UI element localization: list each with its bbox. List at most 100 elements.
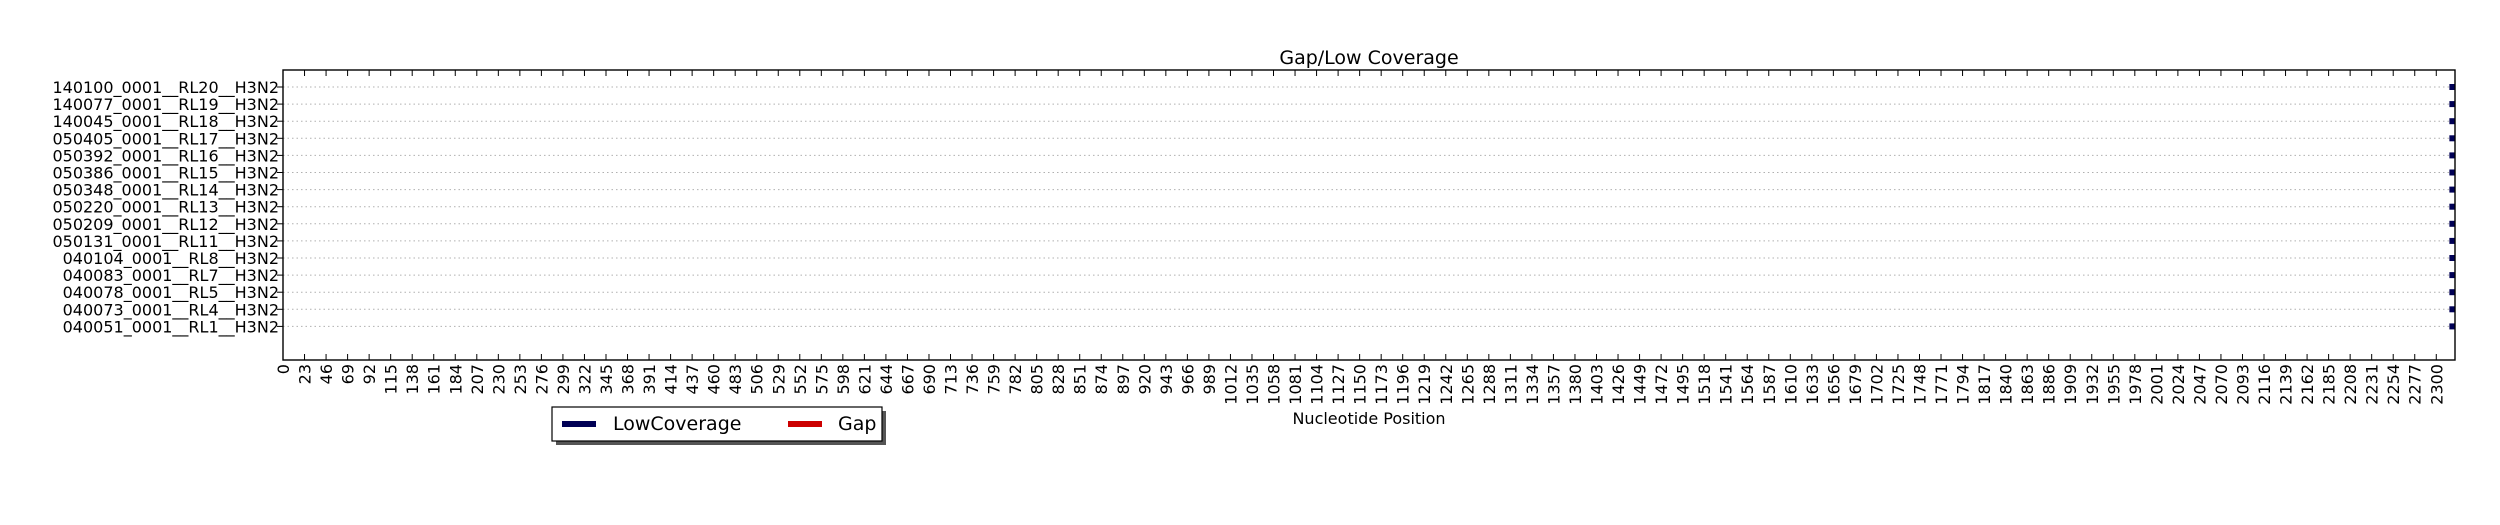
coverage-bars <box>2449 84 2455 330</box>
x-tick-label: 1564 <box>1738 364 1757 405</box>
x-tick-label: 46 <box>317 364 336 384</box>
x-tick-label: 1242 <box>1437 364 1456 405</box>
x-tick-label: 1495 <box>1674 364 1693 405</box>
x-tick-label: 1817 <box>1975 364 1994 405</box>
coverage-bar <box>2449 255 2455 261</box>
x-tick-label: 1978 <box>2126 364 2145 405</box>
x-tick-label: 529 <box>769 364 788 395</box>
x-tick-label: 115 <box>382 364 401 395</box>
x-tick-label: 414 <box>662 364 681 395</box>
x-tick-label: 1012 <box>1221 364 1240 405</box>
x-tick-label: 2185 <box>2320 364 2339 405</box>
sample-label: 050386_0001__RL15__H3N2 <box>52 164 279 184</box>
grid-lines <box>283 86 2455 327</box>
x-tick-label: 966 <box>1178 364 1197 395</box>
x-tick-label: 575 <box>812 364 831 395</box>
coverage-bar <box>2449 306 2455 313</box>
x-tick-label: 368 <box>619 364 638 395</box>
coverage-bar <box>2449 220 2455 227</box>
x-tick-label: 667 <box>898 364 917 395</box>
x-tick-label: 920 <box>1135 364 1154 395</box>
sample-label: 140100_0001__RL20__H3N2 <box>52 78 279 98</box>
x-tick-label: 552 <box>791 364 810 395</box>
x-tick-label: 782 <box>1006 364 1025 395</box>
x-tick-label: 1932 <box>2083 364 2102 405</box>
x-tick-label: 345 <box>597 364 616 395</box>
x-tick-label: 92 <box>360 364 379 384</box>
x-tick-label: 1035 <box>1243 364 1262 405</box>
coverage-bar <box>2449 289 2455 296</box>
x-axis-label: Nucleotide Position <box>1292 409 1445 428</box>
x-tick-label: 2116 <box>2255 364 2274 405</box>
x-tick-label: 1840 <box>1997 364 2016 405</box>
coverage-bar <box>2449 152 2455 159</box>
coverage-bar <box>2449 272 2455 279</box>
sample-label: 050348_0001__RL14__H3N2 <box>52 181 279 201</box>
x-tick-label: 2231 <box>2363 364 2382 405</box>
coverage-bar <box>2449 186 2455 193</box>
x-tick-label: 1150 <box>1351 364 1370 405</box>
x-tick-label: 1633 <box>1803 364 1822 405</box>
x-tick-label: 2277 <box>2406 364 2425 405</box>
x-tick-label: 759 <box>985 364 1004 395</box>
x-tick-label: 207 <box>468 364 487 395</box>
x-tick-label: 69 <box>339 364 358 384</box>
x-tick-label: 1265 <box>1458 364 1477 405</box>
sample-label: 050131_0001__RL11__H3N2 <box>52 232 279 252</box>
x-tick-label: 2070 <box>2212 364 2231 405</box>
x-tick-label: 2093 <box>2233 364 2252 405</box>
x-tick-label: 690 <box>920 364 939 395</box>
sample-label: 040078_0001__RL5__H3N2 <box>63 283 279 303</box>
x-tick-label: 1771 <box>1932 364 1951 405</box>
legend-label-lowcoverage: LowCoverage <box>613 413 741 435</box>
sample-label: 040104_0001__RL8__H3N2 <box>63 249 279 269</box>
x-tick-label: 1541 <box>1717 364 1736 405</box>
x-tick-label: 161 <box>425 364 444 395</box>
x-tick-label: 483 <box>726 364 745 395</box>
x-tick-label: 2139 <box>2277 364 2296 405</box>
x-tick-label: 437 <box>683 364 702 395</box>
x-tick-label: 1311 <box>1501 364 1520 405</box>
x-tick-label: 897 <box>1114 364 1133 395</box>
coverage-bar <box>2449 323 2455 330</box>
x-tick-label: 2001 <box>2147 364 2166 405</box>
legend-label-gap: Gap <box>838 413 876 435</box>
legend-box <box>551 406 883 442</box>
x-tick-label: 230 <box>489 364 508 395</box>
x-tick-label: 460 <box>705 364 724 395</box>
x-tick-label: 828 <box>1049 364 1068 395</box>
x-tick-label: 1219 <box>1415 364 1434 405</box>
x-tick-label: 1909 <box>2061 364 2080 405</box>
x-tick-label: 1334 <box>1523 364 1542 405</box>
x-tick-label: 2047 <box>2190 364 2209 405</box>
x-tick-label: 2300 <box>2427 364 2446 405</box>
x-tick-label: 1679 <box>1846 364 1865 405</box>
x-tick-label: 1173 <box>1372 364 1391 405</box>
plot-area <box>282 69 2456 361</box>
x-axis-ticks: 0 23 46 69 92 115 138 161 184 207 230 253 276 299 322 3… <box>274 70 2446 405</box>
x-tick-label: 1863 <box>2018 364 2037 405</box>
x-tick-label: 276 <box>532 364 551 395</box>
x-tick-label: 943 <box>1157 364 1176 395</box>
x-tick-label: 989 <box>1200 364 1219 395</box>
sample-label: 040073_0001__RL4__H3N2 <box>63 300 279 320</box>
legend: LowCoverage Gap <box>551 406 886 445</box>
x-tick-label: 322 <box>575 364 594 395</box>
x-tick-label: 1518 <box>1695 364 1714 405</box>
x-tick-label: 1380 <box>1566 364 1585 405</box>
x-tick-label: 253 <box>511 364 530 395</box>
x-tick-label: 1472 <box>1652 364 1671 405</box>
x-tick-label: 644 <box>877 364 896 395</box>
x-tick-label: 2162 <box>2298 364 2317 405</box>
sample-label: 040083_0001__RL7__H3N2 <box>63 266 279 286</box>
x-tick-label: 736 <box>963 364 982 395</box>
x-tick-label: 1058 <box>1265 364 1284 405</box>
x-tick-label: 1725 <box>1889 364 1908 405</box>
x-tick-label: 138 <box>403 364 422 395</box>
sample-label: 140045_0001__RL18__H3N2 <box>52 112 279 132</box>
sample-label: 040051_0001__RL1__H3N2 <box>63 317 279 337</box>
coverage-bar <box>2449 118 2455 125</box>
x-tick-label: 1403 <box>1587 364 1606 405</box>
x-tick-label: 1426 <box>1609 364 1628 405</box>
